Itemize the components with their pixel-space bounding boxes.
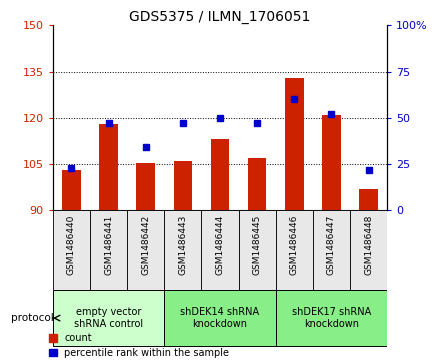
Bar [211,139,229,211]
Legend: count, percentile rank within the sample: count, percentile rank within the sample [49,333,229,358]
Text: protocol: protocol [11,313,54,323]
Bar [238,211,276,290]
Bar [359,189,378,211]
Bar [136,163,155,211]
Text: GSM1486447: GSM1486447 [327,215,336,275]
Bar [202,211,238,290]
Bar [164,290,276,346]
Bar [276,290,387,346]
Bar [62,170,81,211]
Text: shDEK17 shRNA
knockdown: shDEK17 shRNA knockdown [292,307,371,329]
Text: GSM1486443: GSM1486443 [178,215,187,275]
Bar [173,161,192,211]
Bar [53,211,90,290]
Text: GSM1486440: GSM1486440 [67,215,76,275]
Text: GSM1486446: GSM1486446 [290,215,299,275]
Bar [248,158,267,211]
Bar [350,211,387,290]
Text: GSM1486444: GSM1486444 [216,215,224,274]
Bar [127,211,164,290]
Text: GSM1486442: GSM1486442 [141,215,150,274]
Bar [276,211,313,290]
Text: GSM1486448: GSM1486448 [364,215,373,275]
Bar [90,211,127,290]
Bar [99,124,118,211]
Bar [285,78,304,211]
Bar [313,211,350,290]
Text: empty vector
shRNA control: empty vector shRNA control [74,307,143,329]
Bar [53,290,164,346]
Title: GDS5375 / ILMN_1706051: GDS5375 / ILMN_1706051 [129,11,311,24]
Text: GSM1486445: GSM1486445 [253,215,262,275]
Text: shDEK14 shRNA
knockdown: shDEK14 shRNA knockdown [180,307,260,329]
Bar [164,211,202,290]
Bar [322,115,341,211]
Text: GSM1486441: GSM1486441 [104,215,113,275]
